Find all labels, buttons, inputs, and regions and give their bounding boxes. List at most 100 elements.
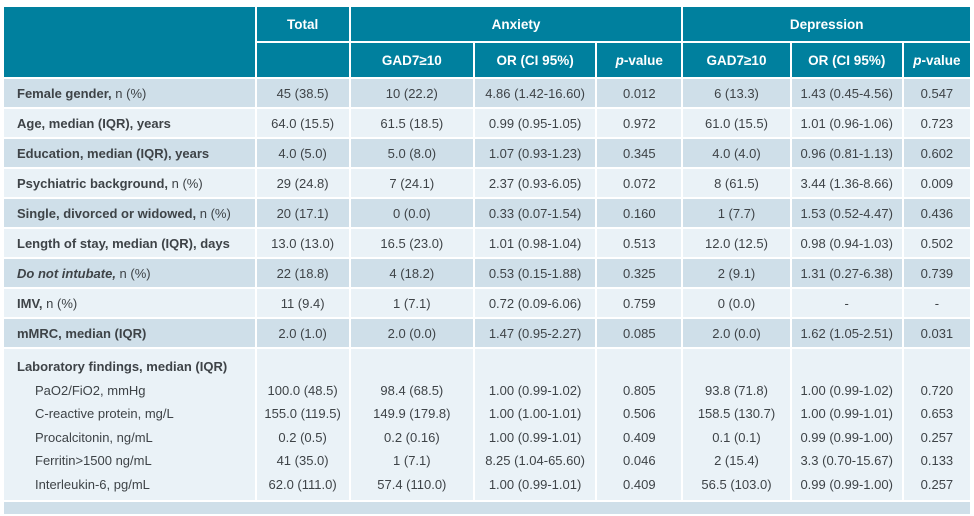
- table-cell: 1 (7.1): [350, 289, 473, 317]
- table-row: Psychiatric background, n (%) 29 (24.8) …: [4, 169, 970, 197]
- table-cell: 5.0 (8.0): [350, 139, 473, 167]
- table-cell: 1.53 (0.52-4.47): [791, 199, 902, 227]
- table-cell: 2.0 (0.0): [350, 319, 473, 347]
- table-cell: 0.33 (0.07-1.54): [474, 199, 596, 227]
- lab-column-pvalue-depression: 0.720 0.653 0.257 0.133 0.257: [903, 349, 970, 500]
- table-cell: 1.01 (0.96-1.06): [791, 109, 902, 137]
- lab-item-label: C-reactive protein, mg/L: [35, 406, 174, 421]
- table-row: IMV, n (%) 11 (9.4) 1 (7.1) 0.72 (0.09-6…: [4, 289, 970, 317]
- table-cell: 11 (9.4): [256, 289, 349, 317]
- table-cell: 0.160: [597, 199, 682, 227]
- subheader-total-blank: [256, 43, 349, 77]
- table-cell: 0.031: [903, 319, 970, 347]
- table-bottom-strip: [4, 502, 970, 514]
- header-depression: Depression: [683, 7, 970, 41]
- table-cell: 4.0 (4.0): [683, 139, 790, 167]
- lab-column-total: 100.0 (48.5) 155.0 (119.5) 0.2 (0.5) 41 …: [256, 349, 349, 500]
- table-cell: 20 (17.1): [256, 199, 349, 227]
- table-cell: 0.009: [903, 169, 970, 197]
- table-row: Education, median (IQR), years 4.0 (5.0)…: [4, 139, 970, 167]
- table-cell: 0.547: [903, 79, 970, 107]
- header-row-groups: Total Anxiety Depression: [4, 7, 970, 77]
- table-row: Length of stay, median (IQR), days 13.0 …: [4, 229, 970, 257]
- row-label: Do not intubate, n (%): [4, 259, 255, 287]
- table-cell: 0 (0.0): [350, 199, 473, 227]
- table-cell: 0.513: [597, 229, 682, 257]
- p-italic: p: [615, 52, 624, 68]
- table-cell: 0.72 (0.09-6.06): [474, 289, 596, 317]
- table-cell: 2.37 (0.93-6.05): [474, 169, 596, 197]
- subheader-gad7-anxiety: GAD7≥10: [350, 43, 473, 77]
- table-row: Age, median (IQR), years 64.0 (15.5) 61.…: [4, 109, 970, 137]
- header-total: Total: [256, 7, 349, 41]
- table-cell: 0.98 (0.94-1.03): [791, 229, 902, 257]
- table-cell: 0.602: [903, 139, 970, 167]
- table-cell: -: [791, 289, 902, 317]
- table-cell: 0.325: [597, 259, 682, 287]
- table-cell: 0.972: [597, 109, 682, 137]
- lab-group-label: Laboratory findings, median (IQR): [17, 359, 228, 374]
- table-row: Do not intubate, n (%) 22 (18.8) 4 (18.2…: [4, 259, 970, 287]
- table-cell: 45 (38.5): [256, 79, 349, 107]
- table-cell: 4 (18.2): [350, 259, 473, 287]
- table-cell: 0.739: [903, 259, 970, 287]
- table-cell: 1.47 (0.95-2.27): [474, 319, 596, 347]
- row-label: Female gender, n (%): [4, 79, 255, 107]
- lab-item-label: Ferritin>1500 ng/mL: [35, 453, 152, 468]
- table-cell: 6 (13.3): [683, 79, 790, 107]
- subheader-or-anxiety: OR (CI 95%): [474, 43, 596, 77]
- subheader-pvalue-depression: p-value: [903, 43, 970, 77]
- table-cell: 64.0 (15.5): [256, 109, 349, 137]
- table-row: Single, divorced or widowed, n (%) 20 (1…: [4, 199, 970, 227]
- bottom-strip: [4, 502, 970, 514]
- table-cell: 0.53 (0.15-1.88): [474, 259, 596, 287]
- statistics-table: Total Anxiety Depression GAD7≥10 OR (CI …: [2, 5, 972, 516]
- lab-item-label: Procalcitonin, ng/mL: [35, 429, 153, 445]
- header-row-sub: GAD7≥10 OR (CI 95%) p-value GAD7≥10 OR (…: [4, 43, 970, 77]
- subheader-pvalue-anxiety: p-value: [597, 43, 682, 77]
- lab-item-label: PaO2/FiO2, mmHg: [35, 382, 146, 398]
- table-cell: 13.0 (13.0): [256, 229, 349, 257]
- table-cell: 0.085: [597, 319, 682, 347]
- subheader-or-depression: OR (CI 95%): [791, 43, 902, 77]
- table-cell: 0.99 (0.95-1.05): [474, 109, 596, 137]
- table-cell: 1 (7.7): [683, 199, 790, 227]
- lab-item-label: Interleukin-6, pg/mL: [35, 476, 150, 492]
- table-cell: 3.44 (1.36-8.66): [791, 169, 902, 197]
- lab-column-or-anxiety: 1.00 (0.99-1.02) 1.00 (1.00-1.01) 1.00 (…: [474, 349, 596, 500]
- lab-findings-row: Laboratory findings, median (IQR) PaO2/F…: [4, 349, 970, 500]
- row-label: Single, divorced or widowed, n (%): [4, 199, 255, 227]
- lab-column-gad7-anxiety: 98.4 (68.5) 149.9 (179.8) 0.2 (0.16) 1 (…: [350, 349, 473, 500]
- table-cell: 0.96 (0.81-1.13): [791, 139, 902, 167]
- table-cell: 1.62 (1.05-2.51): [791, 319, 902, 347]
- table-cell: 0.345: [597, 139, 682, 167]
- table-cell: 0.723: [903, 109, 970, 137]
- table-cell: 7 (24.1): [350, 169, 473, 197]
- p-italic: p: [913, 52, 922, 68]
- row-label: mMRC, median (IQR): [4, 319, 255, 347]
- p-rest: -value: [921, 52, 961, 68]
- table-cell: 16.5 (23.0): [350, 229, 473, 257]
- table-cell: -: [903, 289, 970, 317]
- table-cell: 4.0 (5.0): [256, 139, 349, 167]
- table-cell: 10 (22.2): [350, 79, 473, 107]
- table-cell: 0.012: [597, 79, 682, 107]
- subheader-gad7-depression: GAD7≥10: [683, 43, 790, 77]
- table-cell: 29 (24.8): [256, 169, 349, 197]
- table-cell: 2.0 (0.0): [683, 319, 790, 347]
- table-cell: 0.072: [597, 169, 682, 197]
- row-label: IMV, n (%): [4, 289, 255, 317]
- table-cell: 2 (9.1): [683, 259, 790, 287]
- row-label: Age, median (IQR), years: [4, 109, 255, 137]
- lab-column-pvalue-anxiety: 0.805 0.506 0.409 0.046 0.409: [597, 349, 682, 500]
- lab-column-or-depression: 1.00 (0.99-1.02) 1.00 (0.99-1.01) 0.99 (…: [791, 349, 902, 500]
- lab-labels: Laboratory findings, median (IQR) PaO2/F…: [4, 349, 255, 500]
- table-cell: 0 (0.0): [683, 289, 790, 317]
- header-anxiety: Anxiety: [350, 7, 682, 41]
- table-cell: 1.31 (0.27-6.38): [791, 259, 902, 287]
- table-cell: 0.502: [903, 229, 970, 257]
- p-rest: -value: [623, 52, 663, 68]
- table-cell: 0.436: [903, 199, 970, 227]
- lab-column-gad7-depression: 93.8 (71.8) 158.5 (130.7) 0.1 (0.1) 2 (1…: [683, 349, 790, 500]
- table-row: mMRC, median (IQR) 2.0 (1.0) 2.0 (0.0) 1…: [4, 319, 970, 347]
